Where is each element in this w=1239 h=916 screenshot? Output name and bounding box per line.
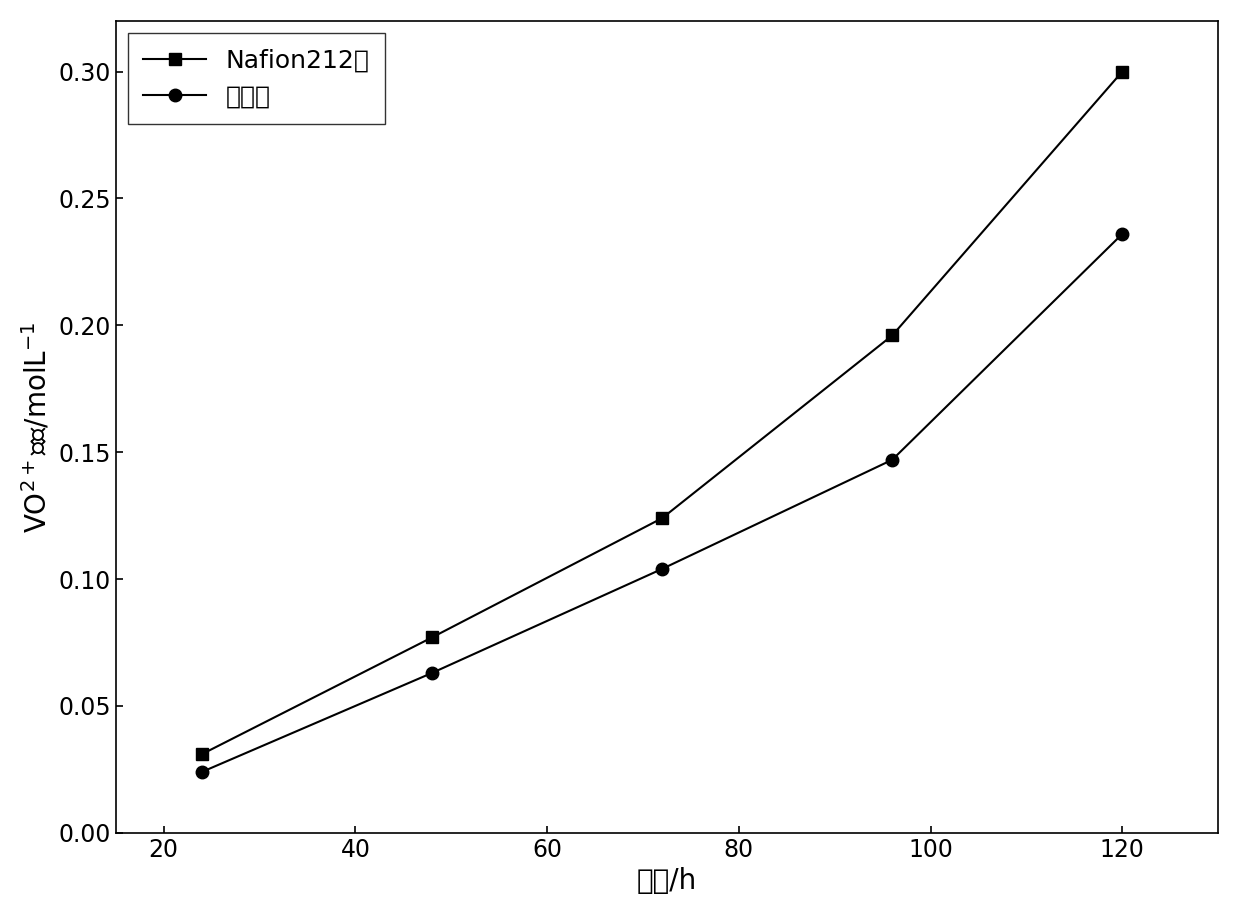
X-axis label: 时间/h: 时间/h [637, 867, 698, 895]
Nafion212膜 [885, 330, 900, 341]
Line: Nafion212膜: Nafion212膜 [196, 65, 1129, 760]
Line: 复合膜: 复合膜 [196, 228, 1129, 778]
Nafion212膜 [195, 748, 209, 759]
Nafion212膜 [425, 632, 440, 643]
Legend: Nafion212膜, 复合膜: Nafion212膜, 复合膜 [129, 33, 384, 124]
复合膜 [885, 454, 900, 465]
Nafion212膜 [1115, 66, 1130, 77]
Nafion212膜 [654, 513, 669, 524]
Y-axis label: VO$^{2+}$浓度/molL$^{-1}$: VO$^{2+}$浓度/molL$^{-1}$ [21, 321, 53, 532]
复合膜 [1115, 228, 1130, 239]
复合膜 [195, 767, 209, 778]
复合膜 [425, 668, 440, 679]
复合膜 [654, 563, 669, 574]
